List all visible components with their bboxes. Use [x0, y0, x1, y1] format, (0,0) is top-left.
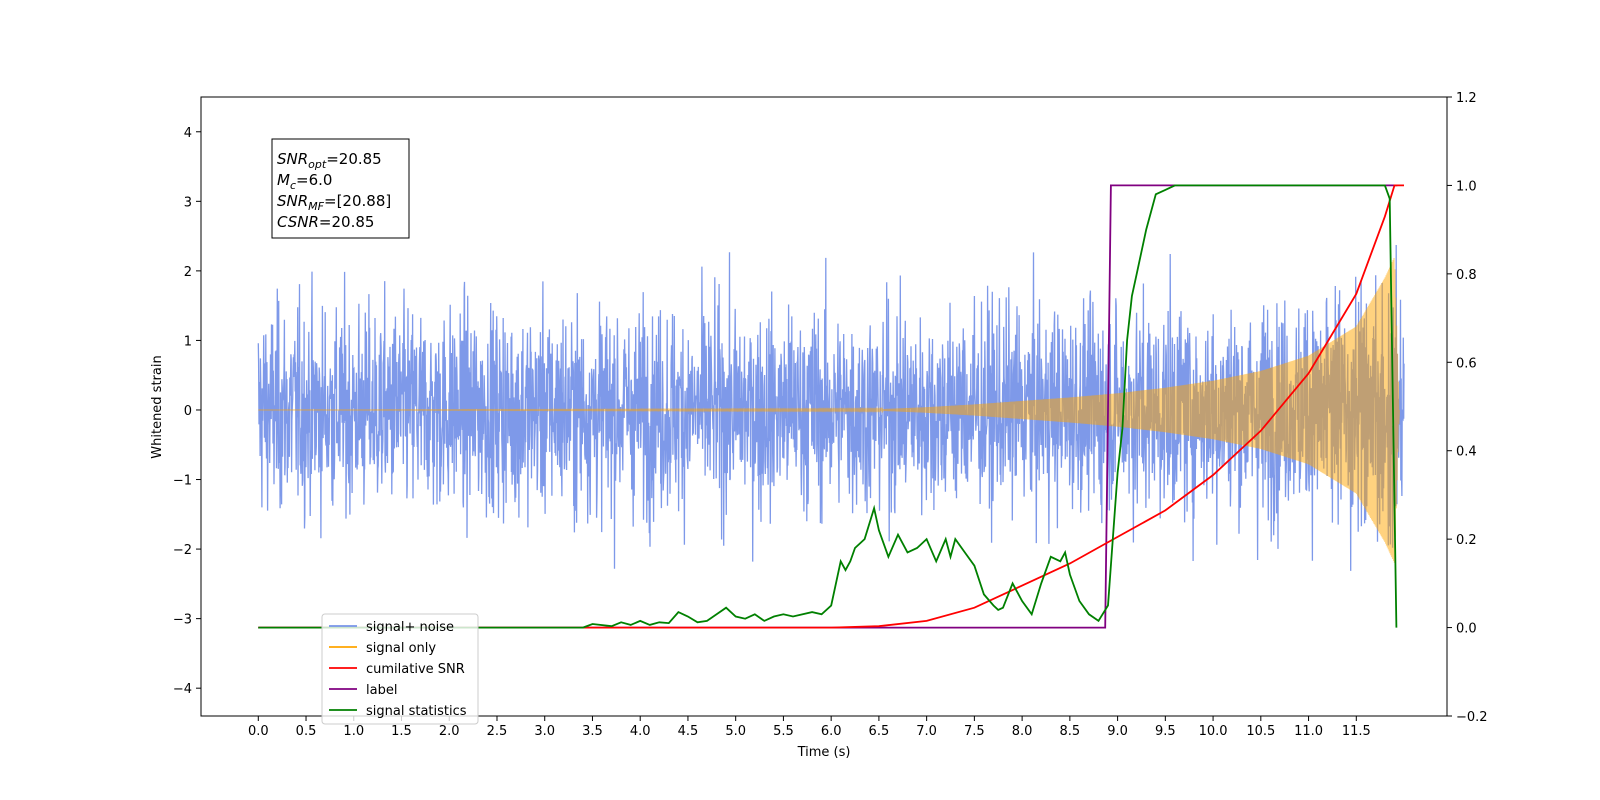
x-tick-label: 5.5 — [773, 724, 794, 739]
x-tick-label: 7.0 — [916, 724, 937, 739]
x-tick-label: 4.5 — [678, 724, 699, 739]
x-tick-label: 9.0 — [1107, 724, 1128, 739]
y2-tick-label: 0.4 — [1456, 445, 1477, 460]
y-tick-label: −4 — [173, 682, 192, 697]
y2-tick-label: 0.6 — [1456, 356, 1477, 371]
x-tick-label: 11.0 — [1294, 724, 1323, 739]
x-tick-label: 2.0 — [439, 724, 460, 739]
right-axis-series — [258, 184, 1404, 629]
x-axis: 0.0 0.5 1.0 1.5 2.0 2.5 3.0 3.5 4.0 4.5 5.0 5.5 6.0 6… — [248, 716, 1371, 739]
x-tick-label: 7.5 — [964, 724, 985, 739]
x-tick-label: 2.5 — [487, 724, 508, 739]
legend-entry-label: signal only — [366, 641, 436, 656]
legend-entry-label: signal statistics — [366, 704, 467, 719]
annotation-line: SNRMF=[20.88] — [277, 192, 391, 213]
x-tick-label: 0.0 — [248, 724, 269, 739]
plot-area — [257, 184, 1405, 629]
annotation-frame — [271, 138, 410, 239]
y2-tick-label: 0.0 — [1456, 622, 1477, 637]
y2-tick-label: −0.2 — [1456, 710, 1488, 725]
legend: signal+ noise signal only cumilative SNR la… — [321, 613, 479, 725]
x-tick-label: 8.5 — [1060, 724, 1081, 739]
plot-frame — [200, 96, 1448, 717]
x-tick-label: 6.0 — [821, 724, 842, 739]
legend-frame — [321, 613, 479, 725]
x-tick-label: 11.5 — [1342, 724, 1371, 739]
series-cumilative-snr-line — [258, 184, 1404, 629]
y-tick-label: 4 — [184, 126, 192, 141]
y2-tick-label: 0.8 — [1456, 268, 1477, 283]
x-tick-label: 5.0 — [725, 724, 746, 739]
y-tick-label: 1 — [184, 334, 192, 349]
y-tick-label: 3 — [184, 195, 192, 210]
y-tick-label: 2 — [184, 265, 192, 280]
series-signal-only — [258, 257, 1400, 563]
x-tick-label: 1.0 — [343, 724, 364, 739]
y-axis-label: Whitened strain — [150, 355, 165, 458]
x-tick-label: 3.5 — [582, 724, 603, 739]
x-tick-label: 1.5 — [391, 724, 412, 739]
y-axis-left: −4 −3 −2 −1 0 1 2 3 4 — [173, 126, 201, 697]
annotation-line: CSNR=20.85 — [277, 213, 374, 231]
y2-tick-label: 0.2 — [1456, 533, 1477, 548]
x-tick-label: 6.5 — [869, 724, 890, 739]
y-axis-right: −0.2 0.0 0.2 0.4 0.6 0.8 1.0 1.2 — [1447, 91, 1488, 725]
annotation-line: Mc=6.0 — [277, 171, 332, 192]
annotation-line: SNRopt=20.85 — [277, 150, 382, 171]
legend-entry-label: cumilative SNR — [366, 662, 465, 677]
legend-entry-label: label — [366, 683, 397, 698]
y2-tick-label: 1.2 — [1456, 91, 1477, 106]
annotation-box: SNRopt=20.85Mc=6.0SNRMF=[20.88]CSNR=20.8… — [271, 138, 410, 239]
y-tick-label: −2 — [173, 543, 192, 558]
x-tick-label: 0.5 — [296, 724, 317, 739]
legend-entry-label: signal+ noise — [366, 620, 454, 635]
x-tick-label: 8.0 — [1012, 724, 1033, 739]
x-axis-label: Time (s) — [797, 745, 851, 760]
y-tick-label: −1 — [173, 474, 192, 489]
x-tick-label: 9.5 — [1155, 724, 1176, 739]
y-tick-label: 0 — [184, 404, 192, 419]
y-tick-label: −3 — [173, 613, 192, 628]
x-tick-label: 4.0 — [630, 724, 651, 739]
y2-tick-label: 1.0 — [1456, 179, 1477, 194]
x-tick-label: 10.5 — [1246, 724, 1275, 739]
x-tick-label: 3.0 — [534, 724, 555, 739]
x-tick-label: 10.0 — [1199, 724, 1228, 739]
series-signal-statistics-line — [258, 184, 1398, 629]
series-signal-only-line — [258, 257, 1400, 563]
